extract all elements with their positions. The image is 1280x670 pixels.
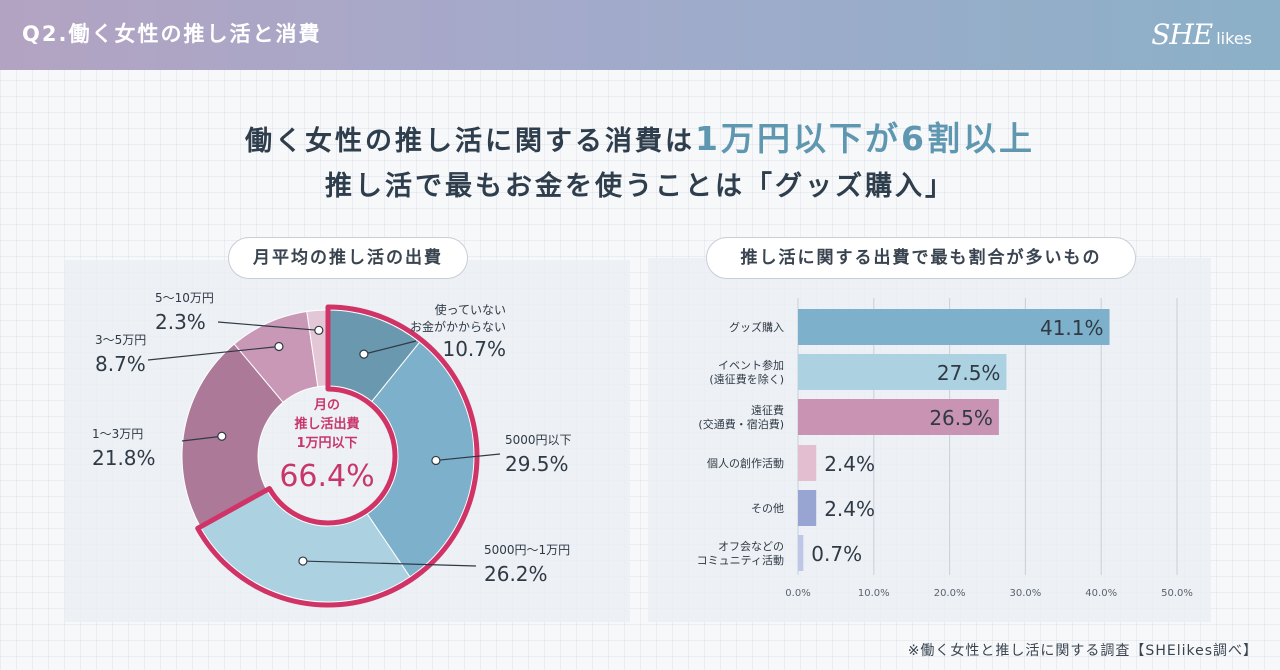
pie-label-5-10man: 5〜10万円 2.3% [155,289,214,334]
header-banner: Q2.働く女性の推し活と消費 SHE likes [0,0,1280,70]
logo-sub: likes [1216,29,1252,48]
header-title: Q2.働く女性の推し活と消費 [22,22,322,46]
pie-label-under5000-name: 5000円以下 [505,433,572,447]
brand-logo: SHE likes [1151,18,1252,51]
pie-label-unused: 使っていない お金がかからない 10.7% [410,301,506,361]
footnote: ※働く女性と推し活に関する調査【SHElikes調べ】 [907,643,1258,659]
pie-label-under5000-value: 29.5% [505,452,569,476]
pie-label-1-3man: 1〜3万円 21.8% [92,425,156,470]
headline-line1: 働く女性の推し活に関する消費は1万円以下が6割以上 [0,112,1280,160]
pie-label-5000-10000-value: 26.2% [484,562,548,586]
headline-line2: 推し活で最もお金を使うことは「グッズ購入」 [325,171,955,202]
pie-title: 月平均の推し活の出費 [228,237,468,279]
pie-center-summary: 月の 推し活出費 1万円以下 66.4% [262,396,392,494]
pie-label-5-10man-name: 5〜10万円 [155,291,214,305]
headline-accent: 1万円以下が6割以上 [695,119,1035,158]
pie-label-1-3man-name: 1〜3万円 [92,427,144,441]
pie-center-value: 66.4% [279,459,375,494]
pie-center-line1: 月の [313,398,340,413]
pie-label-3-5man-name: 3〜5万円 [95,333,147,347]
pie-label-under5000: 5000円以下 29.5% [505,431,572,476]
pie-label-5000-10000: 5000円〜1万円 26.2% [484,541,570,586]
pie-label-unused-name2: お金がかからない [410,320,507,334]
headline-line1-text: 働く女性の推し活に関する消費は [245,126,696,157]
pie-label-5-10man-value: 2.3% [155,310,206,334]
pie-label-5000-10000-name: 5000円〜1万円 [484,543,571,557]
pie-label-3-5man-value: 8.7% [95,352,146,376]
bar-panel [648,258,1211,622]
pie-center-line3: 1万円以下 [296,436,358,451]
pie-label-unused-value: 10.7% [442,337,507,361]
pie-center-line2: 推し活出費 [294,417,360,432]
pie-label-3-5man: 3〜5万円 8.7% [95,331,146,376]
pie-label-unused-name: 使っていない [434,303,507,317]
logo-main: SHE [1151,18,1213,51]
bar-title: 推し活に関する出費で最も割合が多いもの [706,237,1136,279]
pie-label-1-3man-value: 21.8% [92,446,156,470]
